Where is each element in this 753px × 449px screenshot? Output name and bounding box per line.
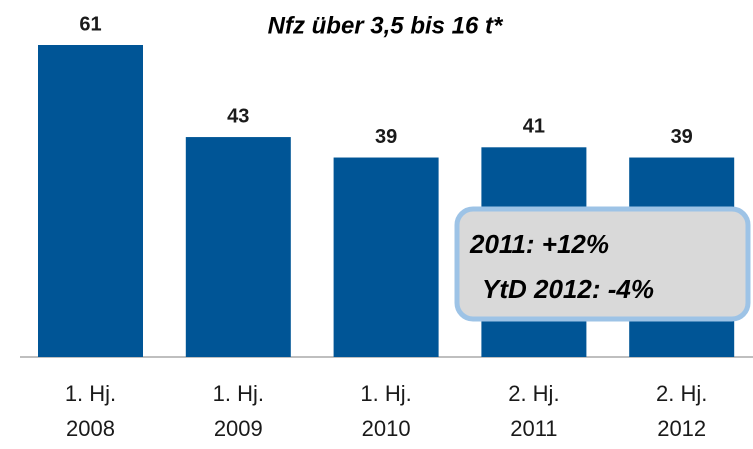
value-label: 61 bbox=[79, 13, 101, 35]
x-tick-label: 1. Hj. 2009 bbox=[212, 381, 264, 441]
x-tick-label: 2. Hj. 2012 bbox=[656, 381, 708, 441]
bar bbox=[333, 157, 439, 357]
x-tick-label: 2. Hj. 2011 bbox=[508, 381, 560, 441]
value-label: 41 bbox=[523, 116, 545, 138]
x-tick-label: 1. Hj. 2008 bbox=[64, 381, 117, 441]
value-label: 39 bbox=[375, 126, 397, 148]
annotation-box bbox=[454, 206, 751, 322]
x-tick-label: 1. Hj. 2010 bbox=[360, 381, 412, 441]
bar bbox=[185, 137, 291, 357]
bar bbox=[38, 45, 143, 357]
chart-title: Nfz über 3,5 bis 16 t* bbox=[268, 12, 504, 39]
annotation: 2011: +12% bbox=[469, 229, 609, 259]
value-label: 39 bbox=[671, 126, 693, 148]
value-label: 43 bbox=[227, 105, 249, 127]
annotation: YtD 2012: -4% bbox=[482, 274, 654, 304]
